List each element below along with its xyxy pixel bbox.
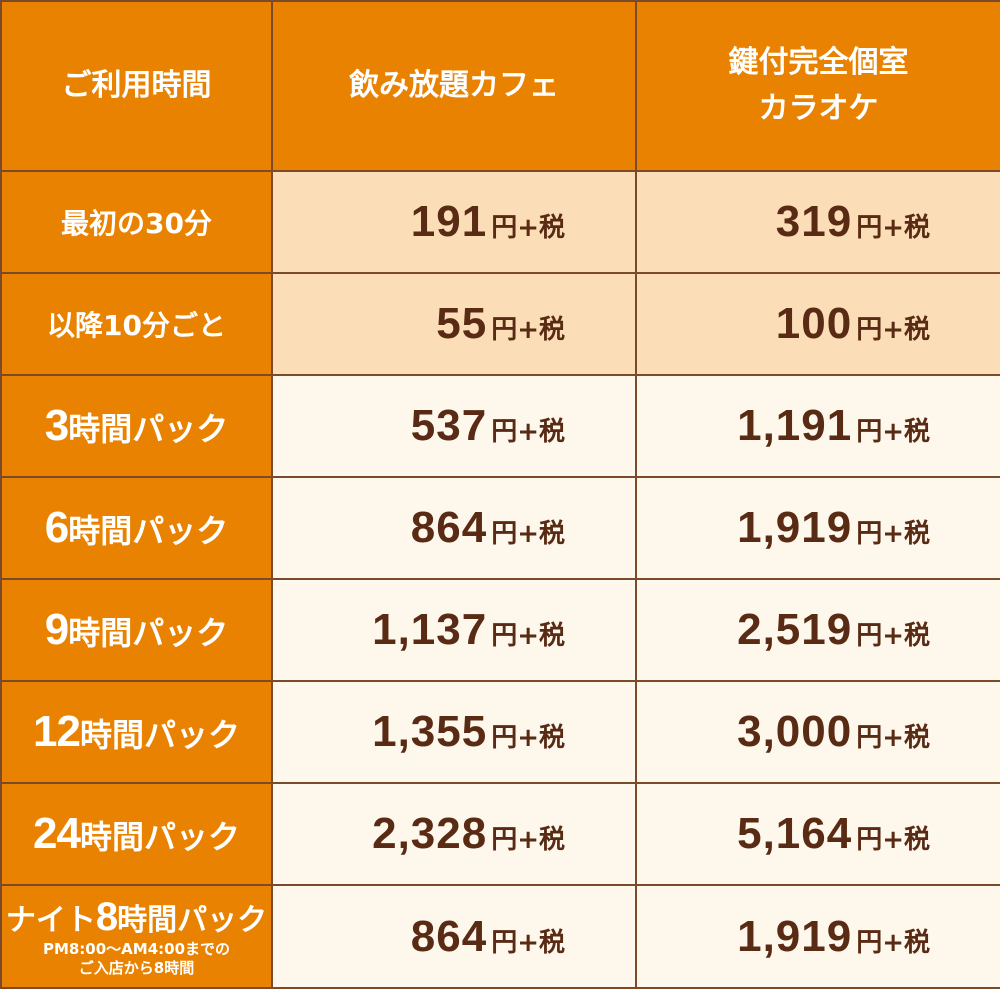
- cafe-price: 864 円+税: [271, 884, 637, 989]
- cafe-price: 864 円+税: [271, 476, 637, 580]
- header-cafe: 飲み放題カフェ: [271, 0, 637, 172]
- price-unit: 円+税: [491, 927, 565, 958]
- row-label-hours: 6: [44, 503, 70, 552]
- row-label-text: 時間パック: [68, 512, 229, 550]
- cafe-price-value: 537: [410, 401, 488, 450]
- cafe-price: 55 円+税: [271, 272, 637, 376]
- price-row: 6時間パック 864 円+税 1,919 円+税: [0, 476, 1000, 580]
- cafe-price: 2,328 円+税: [271, 782, 637, 886]
- row-label: 12時間パック: [0, 680, 273, 784]
- price-row: 以降10分ごと 55 円+税 100 円+税: [0, 272, 1000, 376]
- cafe-price-value: 864: [410, 503, 488, 552]
- karaoke-price-value: 319: [775, 197, 853, 246]
- karaoke-price: 1,919 円+税: [635, 884, 1000, 989]
- night-pack-note-line1: PM8:00～AM4:00までの: [42, 939, 231, 958]
- price-row: 12時間パック 1,355 円+税 3,000 円+税: [0, 680, 1000, 784]
- row-label: ナイト8時間パック PM8:00～AM4:00までの ご入店から8時間: [0, 884, 273, 989]
- row-label-hours: 8: [95, 894, 118, 939]
- header-time-label: ご利用時間: [61, 67, 212, 103]
- row-label-hours: 3: [44, 401, 70, 450]
- cafe-price: 537 円+税: [271, 374, 637, 478]
- row-label: 以降10分ごと: [0, 272, 273, 376]
- price-unit: 円+税: [856, 519, 930, 549]
- row-label-text: 最初の30分: [61, 207, 212, 240]
- row-label-hours: 24: [33, 809, 81, 858]
- karaoke-price-value: 5,164: [737, 809, 853, 858]
- cafe-price: 1,137 円+税: [271, 578, 637, 682]
- row-label-text: 時間パック: [117, 902, 268, 938]
- price-unit: 円+税: [491, 315, 565, 345]
- row-label-text: 時間パック: [79, 818, 240, 856]
- price-unit: 円+税: [856, 417, 930, 447]
- karaoke-price: 1,919 円+税: [635, 476, 1000, 580]
- price-unit: 円+税: [856, 723, 930, 753]
- header-karaoke-line2: カラオケ: [758, 91, 879, 126]
- row-label: 3時間パック: [0, 374, 273, 478]
- karaoke-price-value: 3,000: [737, 707, 853, 756]
- price-row: 9時間パック 1,137 円+税 2,519 円+税: [0, 578, 1000, 682]
- karaoke-price-value: 1,191: [737, 401, 853, 450]
- price-unit: 円+税: [856, 825, 930, 855]
- row-label: 24時間パック: [0, 782, 273, 886]
- karaoke-price-value: 100: [775, 299, 853, 348]
- row-label: 最初の30分: [0, 170, 273, 274]
- night-pack-note-line2: ご入店から8時間: [78, 958, 195, 977]
- header-cafe-label: 飲み放題カフェ: [349, 67, 559, 103]
- header-time: ご利用時間: [0, 0, 273, 172]
- karaoke-price: 319 円+税: [635, 170, 1000, 274]
- karaoke-price: 1,191 円+税: [635, 374, 1000, 478]
- cafe-price-value: 864: [410, 911, 488, 961]
- header-karaoke-line1: 鍵付完全個室: [728, 44, 909, 80]
- row-label: 6時間パック: [0, 476, 273, 580]
- row-label: 9時間パック: [0, 578, 273, 682]
- row-label-text: 時間パック: [68, 614, 229, 652]
- price-unit: 円+税: [856, 927, 930, 958]
- price-row: 最初の30分 191 円+税 319 円+税: [0, 170, 1000, 274]
- price-unit: 円+税: [491, 825, 565, 855]
- price-row: 3時間パック 537 円+税 1,191 円+税: [0, 374, 1000, 478]
- cafe-price: 191 円+税: [271, 170, 637, 274]
- row-label-text: 時間パック: [79, 716, 240, 754]
- row-label-text: 以降10分ごと: [47, 309, 226, 342]
- price-unit: 円+税: [491, 723, 565, 753]
- row-label-hours: 9: [44, 605, 70, 654]
- cafe-price-value: 1,137: [372, 605, 488, 654]
- karaoke-price-value: 2,519: [737, 605, 853, 654]
- night-prefix: ナイト: [5, 902, 96, 938]
- price-row: ナイト8時間パック PM8:00～AM4:00までの ご入店から8時間 864 円…: [0, 884, 1000, 989]
- price-unit: 円+税: [491, 621, 565, 651]
- header-row: ご利用時間 飲み放題カフェ 鍵付完全個室 カラオケ: [0, 0, 1000, 172]
- price-unit: 円+税: [491, 417, 565, 447]
- price-unit: 円+税: [856, 621, 930, 651]
- cafe-price-value: 2,328: [372, 809, 488, 858]
- price-unit: 円+税: [491, 213, 565, 243]
- price-row: 24時間パック 2,328 円+税 5,164 円+税: [0, 782, 1000, 886]
- cafe-price: 1,355 円+税: [271, 680, 637, 784]
- night-pack-label: ナイト8時間パック PM8:00～AM4:00までの ご入店から8時間: [3, 894, 270, 978]
- karaoke-price: 100 円+税: [635, 272, 1000, 376]
- cafe-price-value: 55: [436, 299, 488, 348]
- row-label-text: 時間パック: [68, 410, 229, 448]
- cafe-price-value: 191: [410, 197, 488, 246]
- karaoke-price: 5,164 円+税: [635, 782, 1000, 886]
- price-unit: 円+税: [856, 213, 930, 243]
- karaoke-price: 3,000 円+税: [635, 680, 1000, 784]
- header-karaoke: 鍵付完全個室 カラオケ: [635, 0, 1000, 172]
- price-unit: 円+税: [856, 315, 930, 345]
- karaoke-price-value: 1,919: [737, 503, 853, 552]
- price-unit: 円+税: [491, 519, 565, 549]
- karaoke-price: 2,519 円+税: [635, 578, 1000, 682]
- night-pack-title: ナイト8時間パック: [3, 894, 270, 939]
- row-label-hours: 12: [33, 707, 81, 756]
- cafe-price-value: 1,355: [372, 707, 488, 756]
- karaoke-price-value: 1,919: [737, 911, 853, 961]
